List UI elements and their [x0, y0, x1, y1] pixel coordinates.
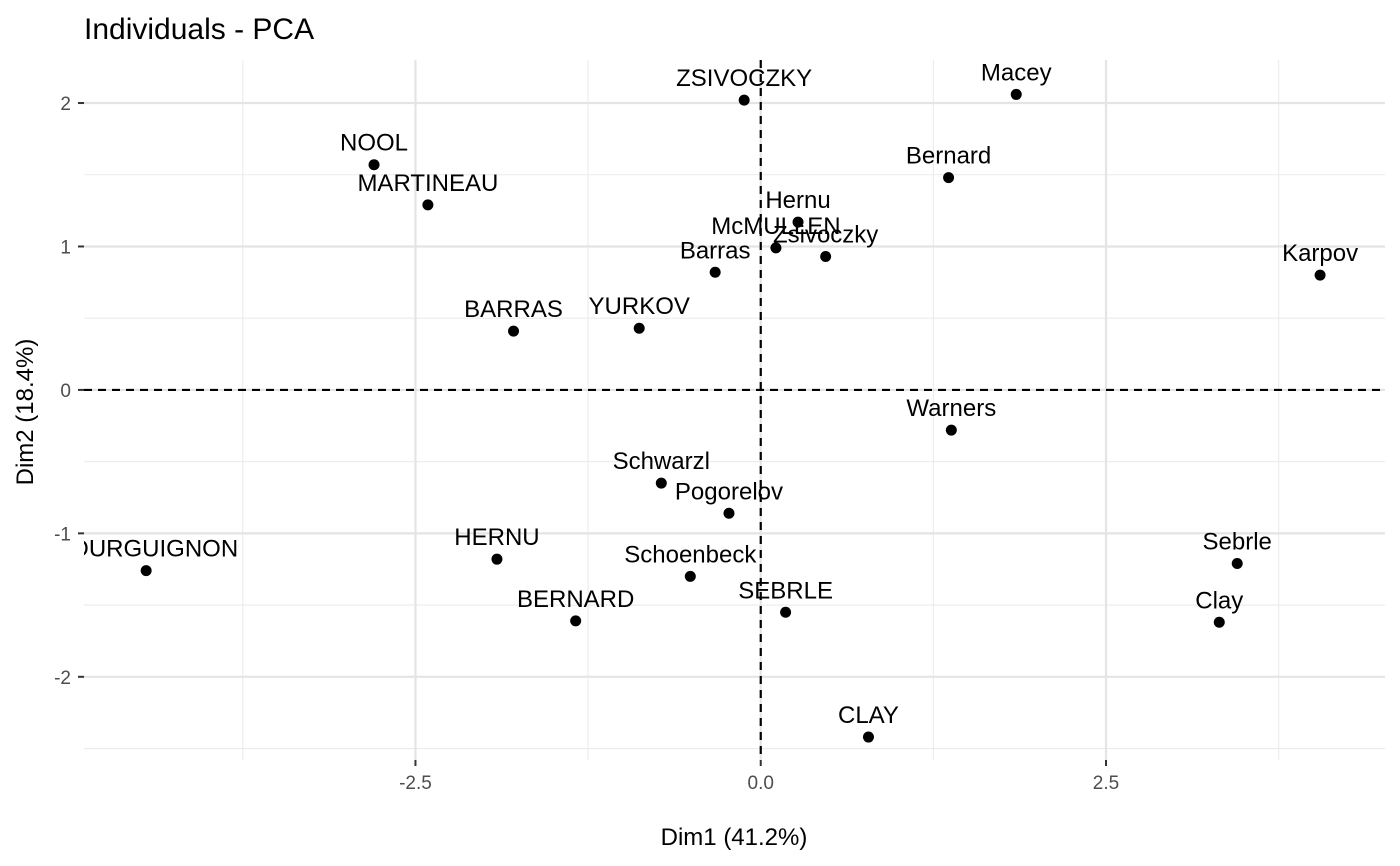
- data-point: Macey: [981, 59, 1052, 100]
- y-tick-label: 0: [60, 381, 71, 402]
- point-label: Schwarzl: [613, 448, 710, 475]
- data-point: YURKOV: [589, 293, 690, 334]
- point-marker: [820, 251, 832, 263]
- point-label: Warners: [906, 395, 996, 422]
- point-label: BARRAS: [464, 296, 563, 323]
- x-axis-title: Dim1 (41.2%): [661, 824, 808, 851]
- point-label: BOURGUIGNON: [54, 536, 238, 563]
- data-points: ZSIVOCZKY Macey NOOL MARTINEAU Bernard HernuM…: [54, 59, 1358, 743]
- point-marker: [738, 94, 750, 106]
- point-label: BERNARD: [517, 586, 634, 613]
- point-marker: [723, 507, 735, 519]
- point-marker: [1314, 269, 1326, 281]
- data-point: McMULLEN: [711, 213, 841, 254]
- data-point: HERNU: [454, 524, 540, 565]
- point-marker: [491, 553, 503, 565]
- data-point: Clay: [1195, 587, 1243, 628]
- point-marker: [1231, 557, 1243, 569]
- point-marker: [140, 565, 152, 577]
- y-tick-label: 1: [60, 237, 71, 258]
- point-marker: [570, 615, 582, 627]
- point-marker: [780, 606, 792, 618]
- point-marker: [945, 424, 957, 436]
- x-axis-ticks: -2.5 0.0 2.5: [399, 760, 1119, 794]
- data-point: ZSIVOCZKY: [676, 65, 812, 106]
- x-tick-label: 0.0: [748, 773, 774, 794]
- point-label: Barras: [680, 237, 751, 264]
- point-marker: [862, 731, 874, 743]
- y-tick-label: -2: [54, 668, 71, 689]
- data-point: Bernard: [906, 143, 991, 184]
- data-point: BERNARD: [517, 586, 634, 627]
- x-tick-label: -2.5: [399, 773, 432, 794]
- point-marker: [684, 570, 696, 582]
- point-marker: [770, 242, 782, 254]
- point-marker: [1010, 88, 1022, 100]
- data-point: Schoenbeck: [624, 541, 757, 582]
- point-label: Clay: [1195, 587, 1243, 614]
- point-marker: [943, 172, 955, 184]
- x-tick-label: 2.5: [1093, 773, 1119, 794]
- point-label: NOOL: [340, 130, 408, 157]
- chart-title: Individuals - PCA: [84, 13, 314, 46]
- data-point: Hernu: [765, 187, 831, 228]
- data-point: SEBRLE: [738, 577, 833, 618]
- data-point: Schwarzl: [613, 448, 710, 489]
- data-point: MARTINEAU: [357, 170, 498, 211]
- reference-lines: [84, 60, 1385, 760]
- point-marker: [792, 216, 804, 228]
- point-label: Karpov: [1282, 240, 1358, 267]
- point-label: YURKOV: [589, 293, 690, 320]
- point-marker: [368, 159, 380, 171]
- data-point: CLAY: [838, 702, 899, 743]
- y-tick-label: 2: [60, 94, 71, 115]
- point-label: CLAY: [838, 702, 899, 729]
- point-label: Hernu: [765, 187, 830, 214]
- data-point: NOOL: [340, 130, 408, 171]
- data-point: Zsivoczky: [773, 222, 878, 263]
- point-marker: [1213, 616, 1225, 628]
- data-point: Karpov: [1282, 240, 1358, 281]
- point-label: ZSIVOCZKY: [676, 65, 812, 92]
- y-tick-label: -1: [54, 524, 71, 545]
- point-marker: [709, 266, 721, 278]
- data-point: Barras: [680, 237, 751, 278]
- point-label: MARTINEAU: [357, 170, 498, 197]
- point-marker: [655, 477, 667, 489]
- y-axis-ticks: -2 -1 0 1 2: [54, 94, 84, 689]
- point-marker: [508, 325, 520, 337]
- data-point: Pogorelov: [675, 478, 783, 519]
- point-label: SEBRLE: [738, 577, 833, 604]
- point-label: Sebrle: [1203, 528, 1272, 555]
- point-marker: [422, 199, 434, 211]
- point-label: Zsivoczky: [773, 222, 878, 249]
- point-label: McMULLEN: [711, 213, 840, 240]
- data-point: BOURGUIGNON: [54, 536, 238, 577]
- point-label: Bernard: [906, 143, 991, 170]
- point-marker: [633, 322, 645, 334]
- point-label: Schoenbeck: [624, 541, 757, 568]
- data-point: BARRAS: [464, 296, 563, 337]
- y-axis-title: Dim2 (18.4%): [12, 339, 39, 486]
- point-label: Macey: [981, 59, 1052, 86]
- data-point: Warners: [906, 395, 996, 436]
- data-point: Sebrle: [1203, 528, 1272, 569]
- minor-gridlines: [84, 60, 1385, 760]
- point-label: Pogorelov: [675, 478, 783, 505]
- point-label: HERNU: [454, 524, 539, 551]
